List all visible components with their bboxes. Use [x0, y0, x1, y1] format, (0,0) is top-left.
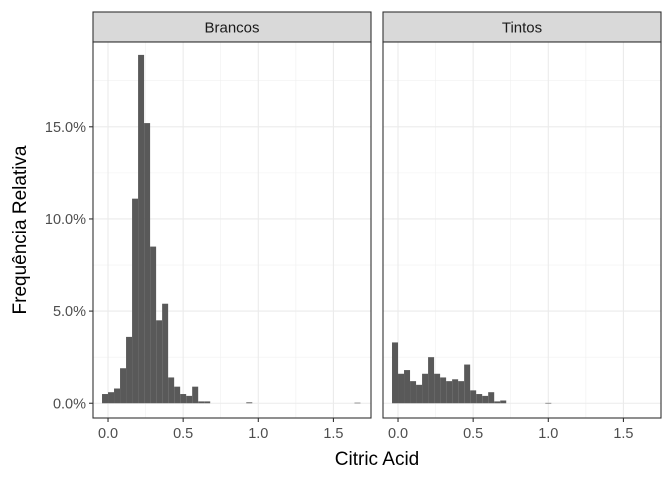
histogram-bar: [156, 320, 163, 404]
y-axis-title: Frequência Relativa: [10, 145, 31, 314]
histogram-bar: [102, 394, 109, 404]
x-tick-label: 0.5: [173, 426, 193, 442]
x-tick-label: 1.0: [538, 426, 558, 442]
histogram-bar: [470, 390, 477, 404]
y-tick-label: 5.0%: [53, 304, 86, 320]
panel-border-tintos: [382, 41, 662, 419]
histogram-bar: [410, 381, 417, 404]
y-tick-label: 10.0%: [45, 212, 86, 228]
x-axis-brancos: 0.0 0.5 1.0 1.5: [98, 418, 344, 442]
y-tick-label: 15.0%: [45, 120, 86, 136]
histogram-bar: [204, 401, 211, 404]
histogram-bar: [482, 395, 489, 404]
histogram-bar: [392, 342, 399, 404]
x-tick-label: 0.5: [463, 426, 483, 442]
histogram-bar: [428, 357, 435, 404]
histogram-bar: [150, 246, 157, 404]
histogram-bar: [192, 386, 199, 404]
histogram-bar: [458, 381, 465, 404]
histogram-bar: [120, 368, 127, 404]
bars-brancos: [102, 54, 361, 404]
x-axis-tintos: 0.0 0.5 1.0 1.5: [388, 418, 634, 442]
y-tick-label: 0.0%: [53, 396, 86, 412]
histogram-bar: [108, 392, 115, 404]
strip-background-brancos: [92, 11, 372, 43]
x-tick-label: 0.0: [388, 426, 408, 442]
x-tick-label: 0.0: [98, 426, 118, 442]
histogram-bar: [476, 394, 483, 404]
strip-label-brancos: Brancos: [204, 20, 259, 37]
x-tick-label: 1.5: [323, 426, 343, 442]
x-tick-label: 1.5: [613, 426, 633, 442]
histogram-bar: [186, 395, 193, 404]
histogram-bar: [434, 373, 441, 404]
histogram-bar: [126, 336, 133, 404]
histogram-bar: [174, 386, 181, 404]
histogram-bar: [488, 392, 495, 404]
plot-background-tintos: [383, 42, 661, 418]
histogram-bar: [114, 388, 121, 404]
histogram-bar: [500, 400, 507, 404]
histogram-bar: [440, 377, 447, 404]
histogram-bar: [354, 402, 361, 404]
histogram-bar: [138, 54, 145, 404]
histogram-bar: [446, 381, 453, 404]
x-tick-label: 1.0: [248, 426, 268, 442]
histogram-bar: [198, 401, 205, 404]
histogram-bar: [404, 370, 411, 404]
strip-background-tintos: [382, 11, 662, 43]
histogram-bar: [464, 364, 471, 404]
histogram-bar: [416, 384, 423, 404]
histogram-bar: [162, 303, 169, 404]
panel-brancos: Brancos 0.0 0.5 1.0 1.5: [92, 11, 372, 442]
x-axis-title: Citric Acid: [335, 449, 419, 470]
panel-border-brancos: [92, 41, 372, 419]
histogram-bar: [452, 379, 459, 404]
histogram-bar: [494, 401, 501, 404]
gridlines-tintos: [383, 42, 661, 418]
panel-tintos: Tintos 0.0 0.5 1.0 1.5: [382, 11, 662, 442]
bars-tintos: [392, 342, 552, 404]
histogram-bar: [168, 377, 175, 404]
histogram-bar: [398, 373, 405, 404]
histogram-bar: [246, 402, 253, 404]
strip-label-tintos: Tintos: [502, 20, 542, 37]
y-axis: 0.0% 5.0% 10.0% 15.0%: [45, 120, 93, 412]
histogram-bar: [132, 198, 139, 404]
histogram-bar: [545, 402, 552, 404]
histogram-bar: [422, 373, 429, 404]
histogram-bar: [180, 394, 187, 404]
histogram-bar: [144, 123, 151, 404]
